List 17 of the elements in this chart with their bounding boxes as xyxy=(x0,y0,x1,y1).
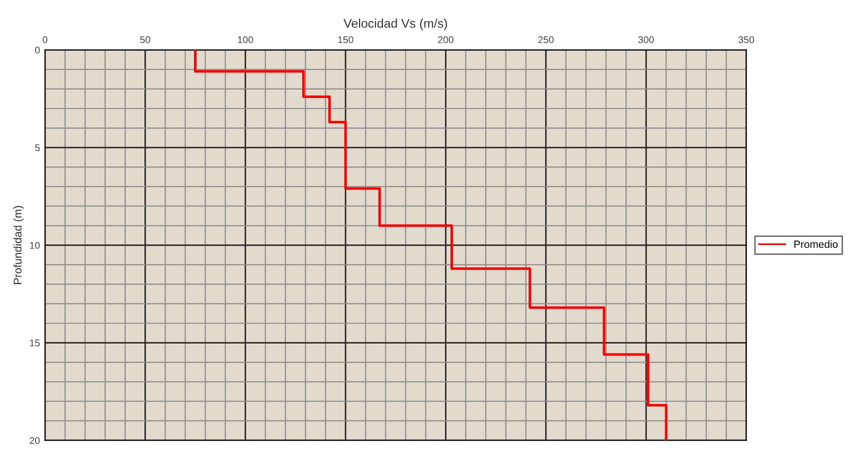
x-tick-label: 50 xyxy=(140,36,150,44)
x-axis-title: Velocidad Vs (m/s) xyxy=(344,18,447,30)
x-tick-label: 350 xyxy=(738,36,754,44)
x-tick-label: 200 xyxy=(438,36,454,44)
x-tick-label: 0 xyxy=(42,36,48,44)
y-tick-label: 15 xyxy=(30,340,40,346)
legend-label: Promedio xyxy=(794,240,838,248)
x-tick-label: 250 xyxy=(538,36,554,44)
y-axis-title: Profundidad (m) xyxy=(13,206,24,284)
x-tick-label: 300 xyxy=(638,36,654,44)
y-tick-label: 20 xyxy=(30,437,40,444)
line-series xyxy=(194,50,668,440)
y-tick-label: 5 xyxy=(35,144,40,152)
y-tick-label: 10 xyxy=(30,242,40,249)
x-tick-label: 150 xyxy=(338,36,354,44)
y-tick-label: 0 xyxy=(35,46,40,54)
x-tick-label: 100 xyxy=(238,36,254,44)
